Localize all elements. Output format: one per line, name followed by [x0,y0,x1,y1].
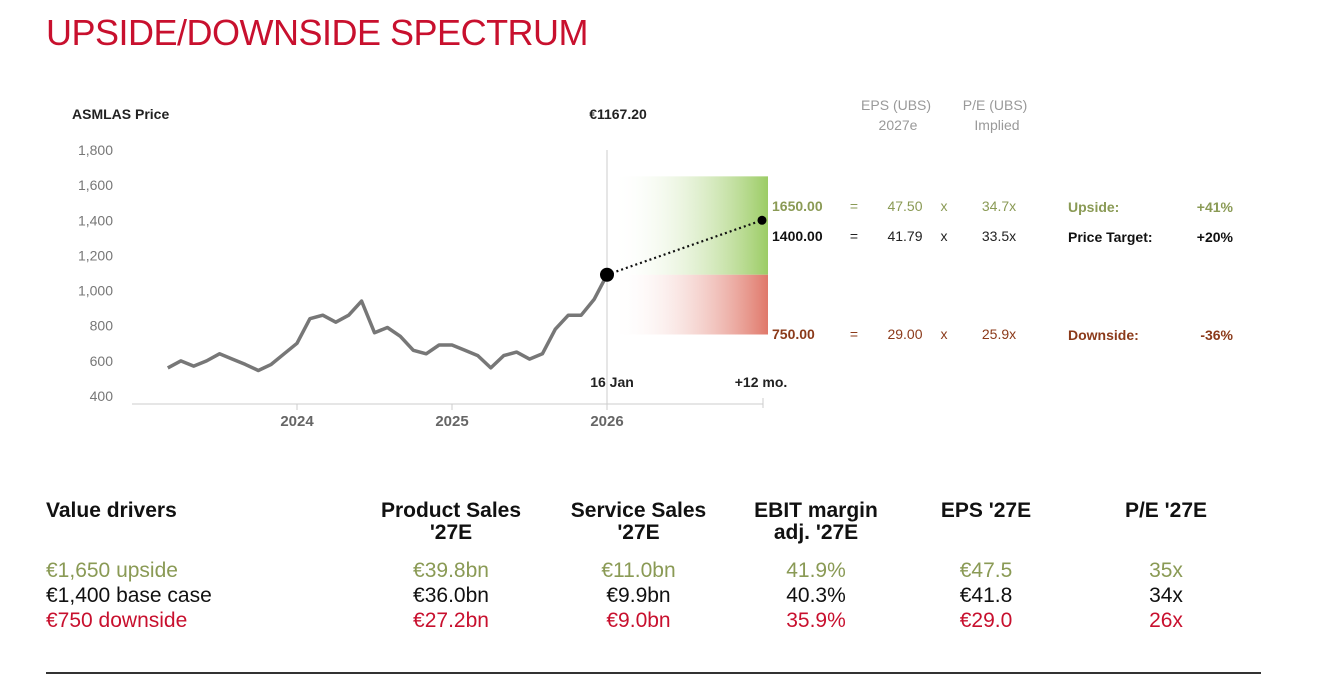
table-header-cell: P/E '27E [1071,500,1261,558]
table-cell: €11.0bn [601,559,676,582]
current-price-dot [600,267,614,282]
scenario-times: x [941,326,948,342]
table-row-upside: €1,650 upside €39.8bn €11.0bn 41.9% €47.5 35x [46,558,1261,583]
table-cell: 26x [1149,609,1183,632]
scenario-pe: 34.7x [982,198,1016,214]
scenario-eps: 47.50 [887,198,922,214]
table-header-line: '27E [429,521,473,544]
table-header-line: P/E '27E [1124,499,1208,522]
table-header-line: adj. '27E [773,521,859,544]
table-cell: €9.9bn [606,584,671,607]
table-header-row: Value drivers Product Sales '27E Service Sa… [46,500,1261,558]
table-cell: €39.8bn [413,559,489,582]
eps-header: EPS (UBS) 2027e [861,97,935,133]
table-header-line: '27E [617,521,660,544]
scenario-equals: = [850,228,858,244]
y-tick-label: 800 [90,318,114,334]
price-series-line [166,273,609,373]
price-target-dot [757,215,767,225]
scenario-pe: 25.9x [982,326,1016,342]
scenario-row-downside: 750.00 = 29.00 x 25.9x Downside: -36% [772,326,1234,343]
scenario-change: +41% [1197,199,1234,215]
y-tick-label: 1,400 [78,212,113,228]
upside-band [612,176,768,275]
table-cell: €750 downside [46,609,188,632]
downside-band [612,274,768,335]
x-tick-label: 2026 [590,413,623,430]
pe-header: P/E (UBS) Implied [963,97,1031,133]
table-cell: €9.0bn [606,609,671,632]
table-cell: €1,400 base case [46,584,212,607]
current-price-label: €1167.20 [589,106,647,122]
table-row-base: €1,400 base case €36.0bn €9.9bn 40.3% €41.8 3… [46,583,1261,608]
price-chart: ASMLAS Price €1167.20 1,800 1,600 1,400 1,2… [72,97,1234,430]
table-cell: €41.8 [959,584,1013,607]
table-cell: 35x [1149,559,1183,582]
x-annotation-today: 16 Jan [590,374,634,390]
scenario-equals: = [850,198,858,214]
scenario-change: -36% [1200,327,1233,343]
y-axis-label: ASMLAS Price [72,106,169,122]
x-tick-label: 2024 [280,413,314,430]
scenario-change: +20% [1197,229,1234,245]
scenario-equals: = [850,326,858,342]
scenario-level: 1400.00 [772,228,823,244]
bottom-rule [46,672,1261,674]
table-header-cell: EPS '27E [901,500,1071,558]
table-header-line: Product Sales [380,499,522,522]
scenario-eps: 29.00 [887,326,922,342]
table-cell: 41.9% [786,559,846,582]
table-header-line: Service Sales [570,499,707,522]
table-header-line: EPS '27E [940,499,1032,522]
scenario-times: x [941,198,948,214]
scenario-times: x [941,228,948,244]
table-cell: 40.3% [786,584,846,607]
table-header-cell: Service Sales '27E [546,500,731,558]
table-cell: 34x [1149,584,1183,607]
y-tick-label: 1,600 [78,177,113,193]
y-tick-label: 1,200 [78,247,113,263]
table-header-cell: Value drivers [46,500,356,558]
table-header-line: Value drivers [46,499,177,522]
table-cell: €1,650 upside [46,559,178,582]
value-drivers-table: Value drivers Product Sales '27E Service Sa… [46,500,1261,633]
x-tick-label: 2025 [435,413,468,430]
table-header-line: EBIT margin [754,499,878,522]
scenario-eps: 41.79 [887,228,922,244]
table-cell: €36.0bn [413,584,489,607]
scenario-row-base: 1400.00 = 41.79 x 33.5x Price Target: +20% [772,228,1234,245]
scenario-label: Downside: [1068,327,1139,343]
y-tick-label: 1,000 [78,283,113,299]
x-annotation-horizon: +12 mo. [735,374,788,390]
table-row-downside: €750 downside €27.2bn €9.0bn 35.9% €29.0 26x [46,608,1261,633]
y-tick-label: 600 [90,353,114,369]
page-title: UPSIDE/DOWNSIDE SPECTRUM [46,12,589,53]
scenario-label: Upside: [1068,199,1119,215]
scenario-level: 750.00 [772,326,815,342]
table-cell: €27.2bn [413,609,489,632]
y-tick-label: 400 [90,388,114,404]
scenario-label: Price Target: [1068,229,1153,245]
scenario-level: 1650.00 [772,198,823,214]
table-cell: €29.0 [959,609,1013,632]
price-target-path [606,219,763,276]
table-header-cell: Product Sales '27E [356,500,546,558]
table-cell: 35.9% [786,609,846,632]
table-cell: €47.5 [959,559,1013,582]
scenario-row-upside: 1650.00 = 47.50 x 34.7x Upside: +41% [772,198,1234,215]
table-header-cell: EBIT margin adj. '27E [731,500,901,558]
y-tick-label: 1,800 [78,142,113,158]
scenario-pe: 33.5x [982,228,1016,244]
